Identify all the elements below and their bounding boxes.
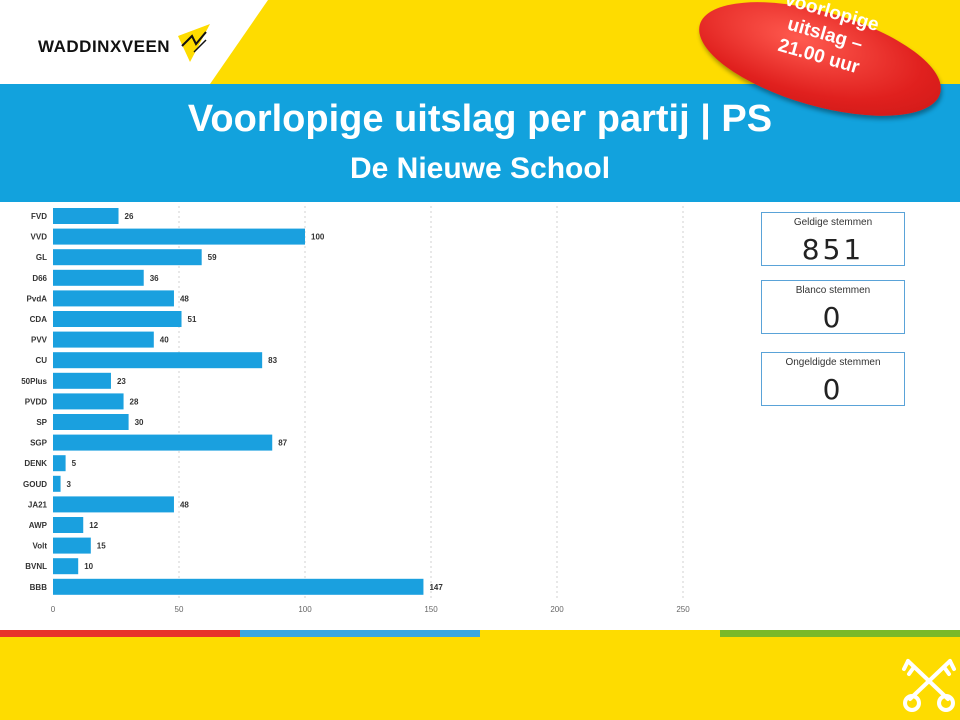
value-label: 26 (125, 212, 134, 221)
value-label: 28 (130, 397, 139, 406)
category-label: GOUD (23, 480, 47, 489)
x-tick-label: 100 (298, 605, 312, 614)
value-label: 30 (135, 418, 144, 427)
bar-awp (53, 517, 84, 533)
value-label: 51 (188, 315, 197, 324)
value-label: 100 (311, 233, 325, 242)
value-label: 10 (84, 562, 93, 571)
crossed-keys-icon (902, 659, 956, 712)
value-label: 87 (278, 439, 287, 448)
bar-pvda (53, 290, 174, 307)
category-label: BVNL (25, 562, 47, 571)
value-label: 83 (268, 356, 277, 365)
x-axis-ticks: 050100150200250300 (51, 605, 690, 614)
bar-series (53, 208, 424, 595)
category-label: JA21 (28, 500, 48, 509)
category-label: CU (35, 356, 47, 365)
category-labels: FVD VVD GL D66 PvdA CDA PVV CU 50Plus PVDD SP SGP DE… (21, 212, 47, 592)
category-label: SP (36, 418, 47, 427)
bar-ja21 (53, 496, 174, 513)
category-label: Volt (32, 542, 47, 551)
bar-volt (53, 537, 91, 554)
category-label: 50Plus (21, 377, 47, 386)
x-tick-label: 250 (676, 605, 690, 614)
stripe-blue (240, 630, 480, 637)
category-label: FVD (31, 212, 47, 221)
card-label: Blanco stemmen (795, 285, 871, 296)
bar-gl (53, 249, 202, 266)
stripe-green (720, 630, 960, 637)
stripe-yellow (480, 630, 720, 637)
card-label: Ongeldigde stemmen (785, 357, 881, 368)
bar-fvd (53, 208, 119, 224)
bar-pvdd (53, 393, 124, 410)
category-label: GL (36, 253, 47, 262)
logo-text: WADDINXVEEN (38, 37, 171, 56)
stripe-red (0, 630, 240, 637)
x-tick-label: 0 (51, 605, 56, 614)
page-title: Voorlopige uitslag per partij | PS (187, 98, 773, 140)
category-label: SGP (30, 439, 48, 448)
value-label: 59 (208, 253, 217, 262)
bar-goud (53, 475, 61, 492)
x-tick-label: 50 (175, 605, 184, 614)
grid-lines (178, 206, 684, 598)
title-banner: Voorlopige uitslag per partij | PS De Ni… (0, 84, 960, 202)
x-tick-label: 200 (550, 605, 564, 614)
value-label: 40 (160, 336, 169, 345)
value-label: 23 (117, 377, 126, 386)
category-label: D66 (32, 274, 47, 283)
bar-cda (53, 311, 182, 327)
party-votes-bar-chart: FVD VVD GL D66 PvdA CDA PVV CU 50Plus PVDD SP SGP DE… (21, 206, 690, 614)
bar-denk (53, 455, 66, 472)
category-label: BBB (30, 583, 48, 592)
bar-vvd (53, 228, 305, 245)
waddinxveen-logo: WADDINXVEEN (36, 22, 211, 66)
value-labels: 26 100 59 36 48 51 40 83 23 28 30 87 5 3 48 12 15 10 147 (67, 212, 444, 592)
bar-cu (53, 352, 263, 369)
category-label: PVDD (25, 397, 47, 406)
valid-votes-card: Geldige stemmen 851 (761, 212, 905, 266)
category-label: VVD (31, 233, 48, 242)
x-tick-label: 150 (424, 605, 438, 614)
value-label: 48 (180, 294, 189, 303)
preliminary-result-sticker: Voorlopige uitslag – 21.00 uur (686, 0, 954, 139)
value-label: 12 (89, 521, 98, 530)
invalid-votes-card: Ongeldigde stemmen 0 (761, 352, 905, 406)
value-label: 48 (180, 500, 189, 509)
waddinxveen-logo-icon (178, 24, 210, 62)
category-label: DENK (24, 459, 47, 468)
card-label: Geldige stemmen (793, 217, 873, 228)
value-label: 5 (72, 459, 77, 468)
card-value: 851 (801, 233, 865, 266)
bar-sgp (53, 434, 273, 451)
category-label: PVV (31, 336, 48, 345)
bar-sp (53, 414, 129, 430)
category-label: CDA (30, 315, 48, 324)
category-label: AWP (29, 521, 48, 530)
value-label: 36 (150, 274, 159, 283)
value-label: 147 (429, 583, 443, 592)
value-label: 3 (67, 480, 72, 489)
bar-pvv (53, 331, 154, 348)
page-subtitle: De Nieuwe School (349, 152, 611, 185)
bar-bvnl (53, 558, 79, 575)
blank-votes-card: Blanco stemmen 0 (761, 280, 905, 334)
color-stripe-bar (0, 630, 960, 637)
bar-50plus (53, 372, 111, 389)
bar-d66 (53, 269, 144, 286)
card-value: 0 (822, 373, 844, 406)
footer-yellow-band (0, 637, 960, 720)
bar-bbb (53, 578, 424, 595)
card-value: 0 (822, 301, 844, 334)
value-label: 15 (97, 542, 106, 551)
category-label: PvdA (27, 294, 48, 303)
